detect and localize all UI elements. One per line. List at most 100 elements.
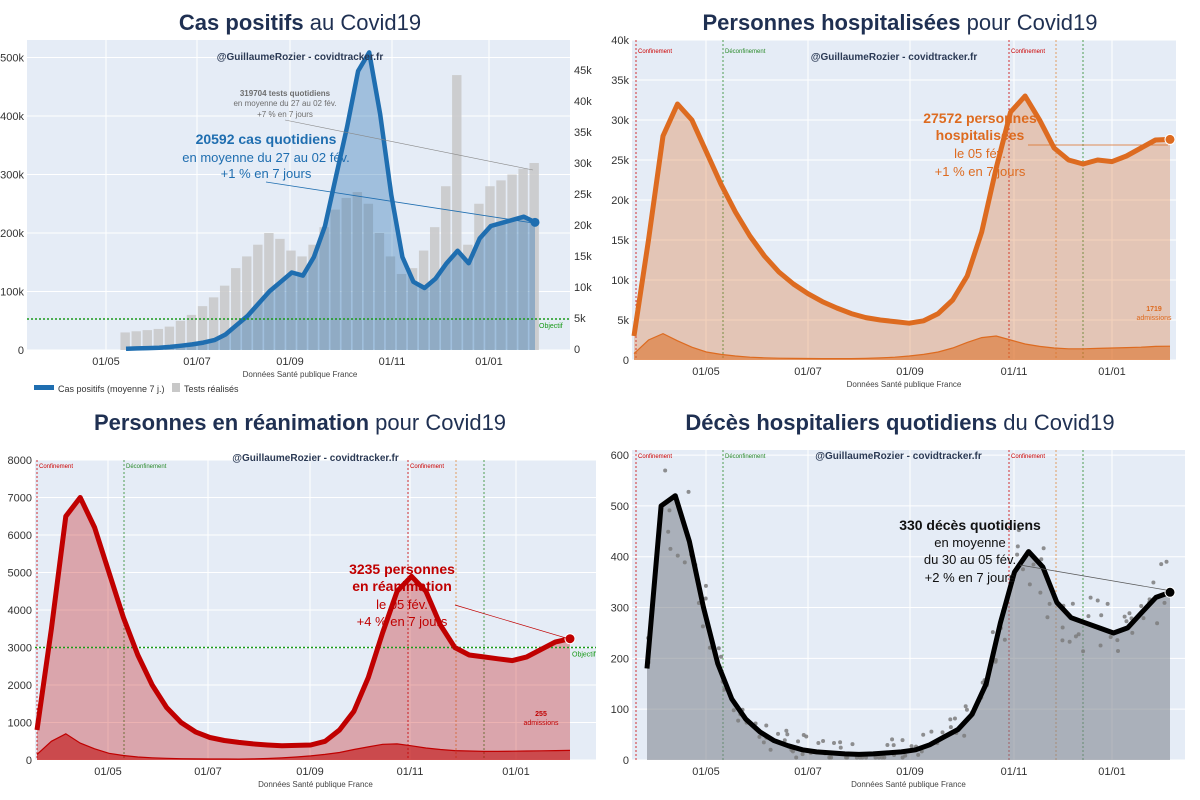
annotation-text: admissions [523,720,559,727]
x-tick-label: 01/09 [276,356,304,368]
daily-death-point [716,646,721,651]
plot-hospitalisations: 0 5k 10k 15k 20k 25k 30k 35k 40k 01/05 01/07 01/09 0… [611,35,1176,389]
y-right-tick-label: 25k [574,189,592,201]
daily-death-point [909,744,914,749]
y-tick-label: 400k [0,111,24,123]
y-tick-label: 5k [617,315,629,327]
daily-death-point [1122,614,1127,619]
event-label: Déconfinement [725,49,766,55]
daily-death-point [700,624,705,629]
last-point [1164,133,1176,145]
x-tick-label: 01/07 [794,366,822,378]
annotation-text: hospitalisées [936,127,1025,143]
daily-death-point [666,529,671,534]
daily-death-point [1159,562,1164,567]
main-line [644,493,1171,757]
x-tick-label: 01/07 [183,356,211,368]
main-line [631,93,1171,337]
tests-bar [352,192,363,350]
x-tick-label: 01/11 [1001,366,1028,378]
annotation-connector [284,119,534,171]
event-label: Déconfinement [725,454,766,460]
daily-death-point [1038,590,1043,595]
y-tick-label: 500 [611,501,629,513]
daily-death-point [1031,562,1036,567]
credit-text: @GuillaumeRozier - covidtracker.fr [815,451,982,462]
tests-bar [253,244,263,350]
y-tick-label: 2000 [8,680,32,692]
annotation-connector [1019,564,1167,591]
tests-bar [518,168,528,350]
daily-death-point [719,654,724,659]
y-tick-label: 1000 [8,718,32,730]
legend-label: Tests réalisés [184,384,239,394]
daily-death-point [900,755,905,760]
event-label: Confinement [638,49,672,55]
daily-death-point [1086,614,1091,619]
daily-death-point [962,733,967,738]
daily-death-point [1002,637,1007,642]
tests-bar [429,227,440,350]
cases-last-point [530,217,540,227]
source-text: Données Santé publique France [851,780,966,789]
legend-label: Cas positifs (moyenne 7 j.) [58,384,165,394]
daily-death-point [1016,528,1021,533]
daily-death-point [921,732,926,737]
daily-death-point [761,740,766,745]
y-tick-label: 35k [611,75,629,87]
tests-bar [452,75,462,351]
y-tick-label: 5000 [8,568,32,580]
daily-death-point [850,742,855,747]
tests-bar [319,227,329,350]
daily-death-point [891,743,896,748]
annotation-text: 330 décès quotidiens [899,517,1041,533]
tests-bar [153,328,164,350]
daily-death-point [1073,634,1078,639]
daily-death-point [1047,601,1052,606]
credit-text: @GuillaumeRozier - covidtracker.fr [232,453,399,464]
daily-death-point [1108,635,1113,640]
annotation-text: +1 % en 7 jours [221,166,312,181]
y-right-tick-label: 15k [574,251,592,263]
daily-death-point [1164,559,1169,564]
daily-death-point [1041,546,1046,551]
daily-death-point [1070,601,1075,606]
daily-death-point [785,732,790,737]
daily-death-point [964,707,969,712]
tests-bar [485,186,495,350]
daily-death-point [838,745,843,750]
annotation-connector [265,181,534,224]
event-label: Confinement [410,464,444,470]
annotation-text: en moyenne du 27 au 02 fév. [182,150,349,165]
y-tick-label: 20k [611,195,629,207]
plot-group: 0 100k 200k 300k 400k 500k 0 5k 10k 15k 20k 25k 30k 3… [0,40,592,394]
legend-swatch [172,383,180,392]
tests-bar [164,326,175,350]
daily-death-point [682,560,687,565]
daily-death-point [838,740,843,745]
admissions-area [37,733,570,760]
chart-title: Cas positifs au Covid19 [178,10,422,35]
annotation-text: le 05 fév. [954,146,1006,161]
y-tick-label: 400 [611,552,629,564]
daily-death-point [782,738,787,743]
tests-bar [463,244,473,350]
credit-text: @GuillaumeRozier - covidtracker.fr [217,52,384,63]
y-tick-label: 200 [611,653,629,665]
x-tick-label: 01/05 [94,766,122,778]
x-tick-label: 01/01 [1098,366,1126,378]
annotation-text: en réanimation [352,578,452,594]
tests-bar [197,306,208,350]
credit-text: @GuillaumeRozier - covidtracker.fr [811,52,978,63]
annotation-connector [454,604,567,639]
tests-bar [242,256,252,350]
x-tick-label: 01/01 [475,356,503,368]
x-tick-label: 01/07 [194,766,222,778]
event-label: Déconfinement [126,464,167,470]
annotation-text: +1 % en 7 jours [935,164,1026,179]
daily-death-point [1162,600,1167,605]
daily-death-point [703,596,708,601]
daily-death-point [879,755,884,760]
daily-death-point [667,508,672,513]
tests-bar [120,332,130,350]
